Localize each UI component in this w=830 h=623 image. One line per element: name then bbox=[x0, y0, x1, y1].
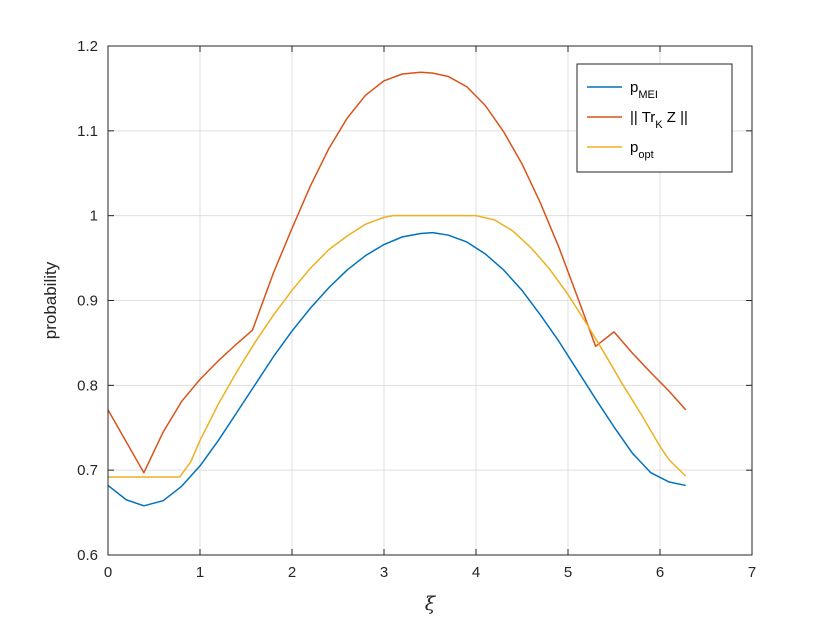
legend-label-subscript: opt bbox=[638, 149, 653, 161]
y-tick-label: 0.6 bbox=[77, 547, 98, 564]
x-axis-label: ξ bbox=[425, 593, 437, 615]
y-tick-label: 1.2 bbox=[77, 38, 98, 55]
series-line-0 bbox=[107, 231, 686, 507]
legend-label-0: pMEI bbox=[630, 79, 658, 101]
legend-label-subscript: MEI bbox=[638, 89, 658, 101]
x-tick-label: 7 bbox=[748, 564, 756, 581]
legend-label-main: || Tr bbox=[630, 109, 655, 126]
x-tick-label: 6 bbox=[656, 564, 664, 581]
x-tick-label: 5 bbox=[564, 564, 572, 581]
x-tick-label: 3 bbox=[380, 564, 388, 581]
legend-label-1: || TrK Z || bbox=[630, 109, 688, 131]
y-tick-labels: 0.6 0.7 0.8 0.9 1 1.1 1.2 bbox=[77, 38, 98, 564]
legend-label-subscript: K bbox=[655, 119, 663, 131]
x-tick-label: 2 bbox=[288, 564, 296, 581]
x-tick-label: 0 bbox=[104, 564, 112, 581]
series-line-2 bbox=[108, 214, 687, 478]
legend-label-2: popt bbox=[630, 139, 654, 161]
y-tick-label: 1 bbox=[90, 208, 98, 225]
y-tick-label: 0.9 bbox=[77, 293, 98, 310]
series-line-1 bbox=[107, 71, 687, 474]
y-axis-label: probability bbox=[41, 261, 60, 339]
y-tick-label: 1.1 bbox=[77, 123, 98, 140]
legend-label-main: p bbox=[630, 139, 638, 156]
x-tick-labels: 0 1 2 3 4 5 6 7 bbox=[104, 564, 756, 581]
legend-box bbox=[576, 63, 733, 173]
x-tick-label: 4 bbox=[472, 564, 480, 581]
series-lines bbox=[107, 71, 687, 507]
y-tick-label: 0.8 bbox=[77, 377, 98, 394]
x-tick-label: 1 bbox=[196, 564, 204, 581]
y-tick-label: 0.7 bbox=[77, 462, 98, 479]
legend-label-tail: Z || bbox=[663, 109, 688, 126]
legend-label-main: p bbox=[630, 79, 638, 96]
legend: pMEI|| TrK Z ||popt bbox=[576, 63, 733, 173]
ticks bbox=[107, 45, 753, 556]
